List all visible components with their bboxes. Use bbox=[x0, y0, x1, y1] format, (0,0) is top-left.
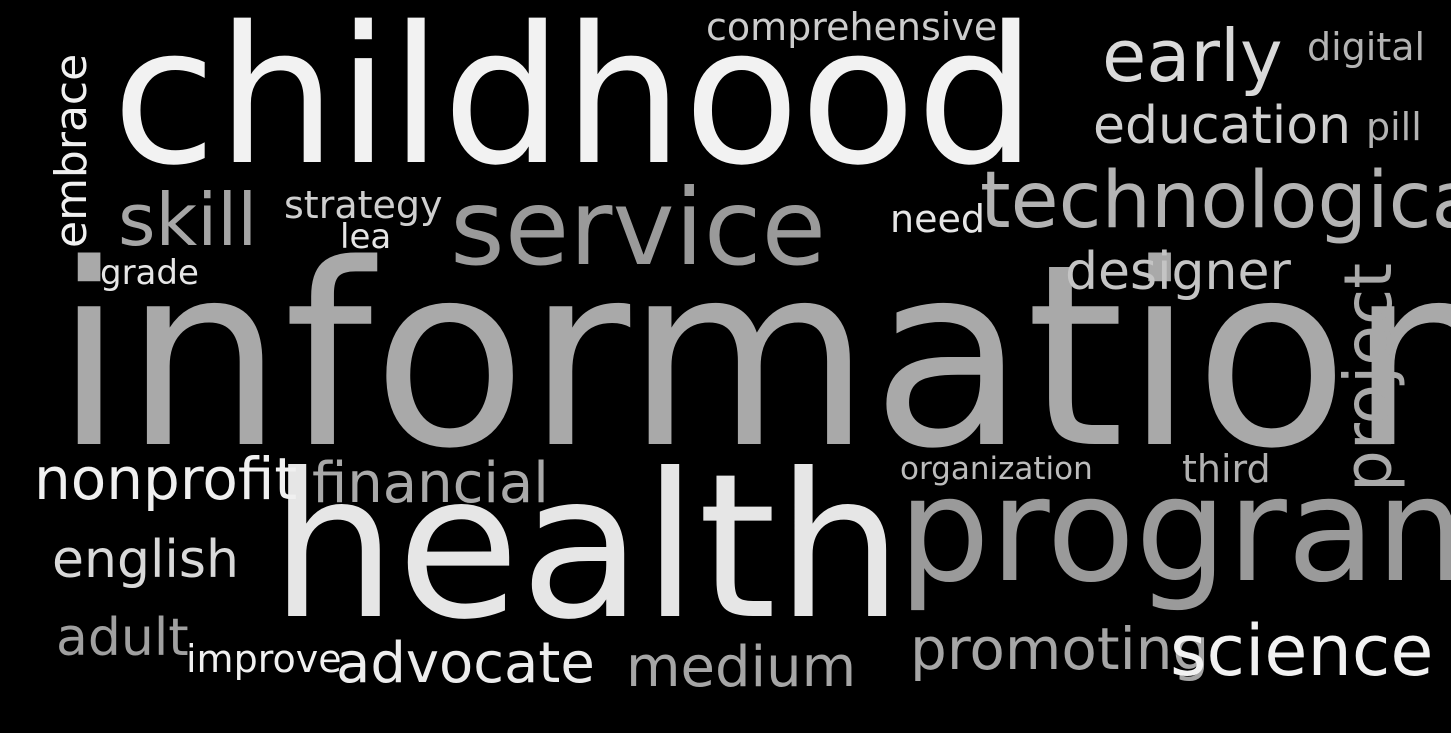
word-nonprofit: nonprofit bbox=[34, 445, 298, 513]
word-need: need bbox=[890, 197, 985, 241]
word-science: science bbox=[1170, 610, 1434, 692]
word-strategy: strategy bbox=[284, 183, 443, 227]
word-designer: designer bbox=[1065, 242, 1291, 302]
word-childhood: childhood bbox=[112, 0, 1037, 207]
word-advocate: advocate bbox=[336, 631, 595, 696]
word-project: project bbox=[1330, 262, 1407, 492]
word-medium: medium bbox=[626, 635, 857, 700]
word-skill: skill bbox=[118, 178, 258, 262]
word-information: information bbox=[54, 211, 1451, 504]
word-embrace: embrace bbox=[46, 53, 97, 248]
word-improve: improve bbox=[186, 637, 342, 681]
word-digital: digital bbox=[1307, 25, 1426, 69]
word-comprehensive: comprehensive bbox=[706, 5, 998, 49]
word-grade: grade bbox=[100, 253, 199, 293]
word-english: english bbox=[52, 530, 239, 590]
word-program: program bbox=[898, 446, 1451, 615]
word-early: early bbox=[1102, 14, 1283, 98]
word-service: service bbox=[450, 167, 827, 289]
word-organization: organization bbox=[900, 451, 1093, 487]
word-education: education bbox=[1093, 96, 1352, 156]
word-promoting: promoting bbox=[910, 615, 1210, 683]
word-health: health bbox=[270, 431, 904, 664]
word-financial: financial bbox=[312, 451, 549, 516]
word-third: third bbox=[1182, 447, 1271, 491]
word-lea: lea bbox=[340, 217, 392, 257]
word-adult: adult bbox=[56, 608, 189, 668]
word-pill: pill bbox=[1366, 105, 1422, 149]
word-technological: technological bbox=[980, 156, 1451, 246]
